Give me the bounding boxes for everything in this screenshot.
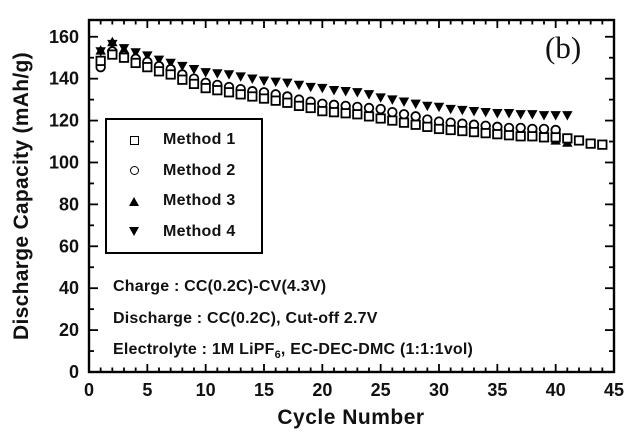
y-tick-label: 60 [59,236,79,256]
annotations: Charge : CC(0.2C)-CV(4.3V) Discharge : C… [113,271,473,372]
legend-item-method-2: Method 2 [128,158,261,184]
legend: Method 1 Method 2 Method 3 Method 4 [105,118,263,254]
annotation-charge: Charge : CC(0.2C)-CV(4.3V) [113,278,327,295]
legend-label: Method 1 [163,131,236,149]
triangle-down-icon [129,227,139,237]
x-tick-label: 15 [254,380,274,400]
plot-frame [87,18,616,374]
y-tick-label: 160 [49,27,79,47]
legend-label: Method 3 [163,192,236,210]
x-tick-label: 0 [84,380,94,400]
legend-item-method-3: Method 3 [128,188,261,214]
legend-label: Method 4 [163,222,236,240]
y-tick-label: 20 [59,320,79,340]
x-axis-label: Cycle Number [277,406,425,429]
legend-item-method-1: Method 1 [128,127,261,153]
y-tick-label: 120 [49,111,79,131]
x-tick-label: 20 [312,380,332,400]
x-tick-label: 5 [142,380,152,400]
annotation-discharge: Discharge : CC(0.2C), Cut-off 2.7V [113,309,378,327]
y-tick-label: 100 [49,152,79,172]
legend-item-method-4: Method 4 [128,219,261,245]
x-tick-label: 35 [487,380,507,400]
open-square-icon [129,135,139,145]
x-tick-label: 25 [371,380,391,400]
x-tick-label: 45 [604,380,624,400]
series-method-1-points [95,49,608,150]
y-tick-label: 140 [49,69,79,89]
annotation-electrolyte: Electrolyte : 1M LiPF6, EC-DEC-DMC (1:1:… [113,341,474,361]
x-tick-label: 40 [546,380,566,400]
y-tick-label: 0 [69,362,79,382]
x-tick-label: 10 [196,380,216,400]
legend-label: Method 2 [163,161,236,179]
y-axis-label: Discharge Capacity (mAh/g) [10,52,33,340]
triangle-up-icon [129,196,139,206]
y-tick-label: 40 [59,278,79,298]
x-tick-label: 30 [429,380,449,400]
open-circle-icon [129,166,139,176]
y-tick-label: 80 [59,194,79,214]
panel-label: (b) [545,30,582,65]
